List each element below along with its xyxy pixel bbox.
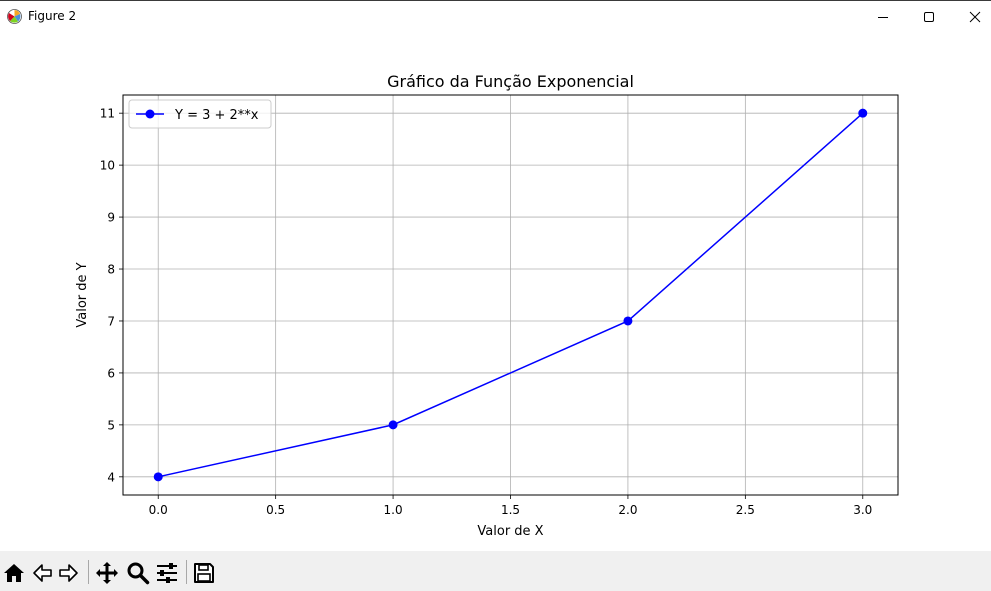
series-line	[158, 112, 864, 478]
x-tick-label: 0.5	[266, 503, 285, 517]
save-icon	[194, 563, 214, 583]
data-point-marker	[858, 108, 868, 118]
x-axis-label: Valor de X	[477, 524, 543, 539]
configure-subplots-button[interactable]	[154, 560, 180, 586]
legend-marker-sample	[145, 109, 155, 119]
y-tick-label: 7	[107, 314, 115, 328]
legend: Y = 3 + 2**x	[128, 99, 272, 129]
title-bar: Figure 2	[0, 1, 991, 32]
minimize-icon	[878, 16, 888, 18]
y-tick-label: 5	[107, 418, 115, 432]
y-tick-label: 9	[107, 211, 115, 225]
maximize-icon	[924, 11, 934, 22]
data-point-marker	[623, 316, 633, 326]
legend-entry-label: Y = 3 + 2**x	[174, 108, 259, 123]
minimize-button[interactable]	[860, 1, 906, 32]
window-title: Figure 2	[28, 9, 77, 23]
grid-layer	[123, 95, 898, 495]
y-axis-label: Valor de Y	[75, 262, 90, 327]
matplotlib-app-icon	[7, 9, 22, 24]
y-tick-label: 11	[100, 107, 115, 121]
x-tick-label: 0.0	[149, 503, 168, 517]
x-tick-label: 2.5	[736, 503, 755, 517]
forward-button[interactable]	[56, 560, 82, 586]
series-layer	[153, 108, 868, 482]
forward-icon	[59, 564, 78, 582]
y-tick-label: 6	[107, 366, 115, 380]
line-chart: 0.0 0.5 1.0 1.5 2.0 2.5 3.0 4 5 6 7 8 9 10 11 Gráfico …	[75, 72, 899, 539]
x-tick-label: 1.5	[501, 503, 520, 517]
back-button[interactable]	[29, 560, 55, 586]
y-tick-label: 10	[100, 159, 115, 173]
figure-canvas[interactable]: 0.0 0.5 1.0 1.5 2.0 2.5 3.0 4 5 6 7 8 9 10 11 Gráfico …	[0, 32, 991, 551]
chart-title: Gráfico da Função Exponencial	[387, 72, 634, 91]
data-point-marker	[388, 420, 398, 430]
close-icon	[969, 11, 981, 22]
configure-subplots-icon	[157, 563, 177, 583]
home-button[interactable]	[1, 560, 27, 586]
maximize-button[interactable]	[906, 1, 952, 32]
close-button[interactable]	[952, 1, 991, 32]
back-icon	[33, 564, 52, 582]
save-button[interactable]	[191, 560, 217, 586]
toolbar-separator	[186, 560, 187, 584]
x-tick-label: 2.0	[618, 503, 637, 517]
x-tick-label: 1.0	[384, 503, 403, 517]
home-icon	[4, 564, 24, 582]
x-tick-label: 3.0	[853, 503, 872, 517]
zoom-button[interactable]	[125, 560, 151, 586]
y-tick-label: 8	[107, 263, 115, 277]
zoom-icon	[127, 562, 150, 585]
data-point-marker	[153, 472, 163, 482]
pan-button[interactable]	[94, 560, 120, 586]
y-tick-label: 4	[107, 470, 115, 484]
pan-icon	[96, 562, 118, 584]
legend-box	[128, 99, 272, 129]
tick-layer: 0.0 0.5 1.0 1.5 2.0 2.5 3.0 4 5 6 7 8 9 10 11	[100, 107, 873, 517]
toolbar-separator	[88, 560, 89, 584]
navigation-toolbar	[0, 551, 991, 591]
